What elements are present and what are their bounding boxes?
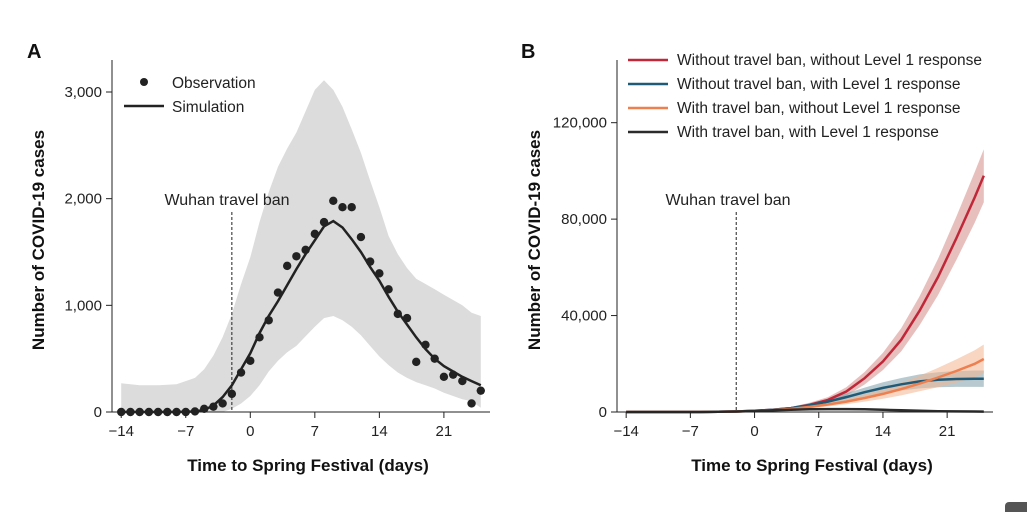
panel-a-uncertainty-band [121,80,481,413]
observation-point [199,404,209,413]
panel-b-y-tick-label: 80,000 [561,211,607,228]
panel-b-y-tick-label: 120,000 [553,115,607,132]
panel-a-y-tick-label: 0 [94,404,102,421]
legend-observation-marker [140,78,148,86]
observation-point [439,372,449,381]
panel-b-y-axis-label: Number of COVID-19 cases [525,130,544,350]
observation-point [329,196,338,205]
panel-a-y-axis-label: Number of COVID-19 cases [29,130,48,350]
observation-point [393,309,403,319]
observation-point [218,399,227,408]
observation-point [310,229,320,239]
observation-point [384,285,393,294]
panel-a-x-tick-label: −14 [108,423,133,440]
observation-point [338,203,347,212]
panel-a-x-tick-label: 0 [246,423,254,440]
observation-point [209,402,218,411]
panel-a-x-axis-label: Time to Spring Festival (days) [187,456,429,475]
observation-point [282,261,292,271]
panel-b-x-tick-label: 7 [815,423,823,440]
simulation-range-band [121,80,481,413]
observation-point [356,232,366,242]
observation-point [458,376,467,386]
legend-observation-label: Observation [172,75,256,92]
observation-point [264,316,273,325]
legend-series-4-label: With travel ban, with Level 1 response [677,124,939,141]
observation-point [236,368,246,377]
corner-tab[interactable] [1005,502,1027,512]
panel-b-travel-ban-label: Wuhan travel ban [665,192,790,209]
observation-point [255,333,264,342]
observation-point [365,257,375,266]
legend-simulation-label: Simulation [172,99,244,116]
panel-a: A −14 −7 0 7 14 21 0 1,000 2,000 3,000 Time to Sp… [27,41,490,475]
panel-a-y-tick-label: 2,000 [64,191,102,208]
observation-point [301,245,310,255]
panel-b-x-tick-label: 0 [750,423,758,440]
observation-point [476,386,485,395]
panel-b-x-tick-label: 21 [939,423,956,440]
observation-point [273,288,283,297]
observation-point [246,356,255,365]
observation-point [319,217,329,227]
panel-a-travel-ban-label: Wuhan travel ban [164,192,289,209]
panel-b-x-tick-label: 14 [875,423,892,440]
panel-a-x-tick-label: −7 [177,423,194,440]
observation-point [375,269,384,278]
panel-b-letter: B [521,41,535,63]
panel-b-axes: −14 −7 0 7 14 21 0 40,000 80,000 120,000 [553,60,993,440]
observation-point [347,203,356,212]
panel-b-x-tick-label: −7 [682,423,699,440]
panel-b-y-tick-label: 0 [599,404,607,421]
legend-series-1-label: Without travel ban, without Level 1 resp… [677,52,982,69]
panel-a-x-tick-label: 14 [371,423,388,440]
observation-point [402,313,412,323]
observation-point [190,407,200,416]
panel-b-x-axis-label: Time to Spring Festival (days) [691,456,933,475]
panel-a-legend: Observation Simulation [124,75,256,116]
panel-a-x-tick-label: 7 [311,423,319,440]
legend-series-3-label: With travel ban, without Level 1 respons… [677,100,960,117]
panel-a-y-tick-label: 1,000 [64,297,102,314]
panel-a-y-tick-label: 3,000 [64,84,102,101]
panel-b-uncertainty-bands [626,149,984,412]
panel-b-y-tick-label: 40,000 [561,308,607,325]
observation-point [412,357,421,367]
observation-point [292,252,301,261]
observation-point [227,389,237,399]
panel-a-x-tick-label: 21 [436,423,453,440]
series-2-band [626,370,984,412]
panel-b-legend: Without travel ban, without Level 1 resp… [628,52,982,141]
panel-b-x-tick-label: −14 [613,423,638,440]
panel-b: B −14 −7 0 7 14 21 0 40,000 80,000 120,000 Time t… [521,41,993,475]
series-3-band [626,344,984,412]
observation-point [421,340,430,349]
panel-a-letter: A [27,41,41,63]
panel-a-axes: −14 −7 0 7 14 21 0 1,000 2,000 3,000 [64,60,490,440]
observation-point [448,370,458,379]
observation-point [430,354,439,363]
legend-series-2-label: Without travel ban, with Level 1 respons… [677,76,960,93]
observation-point [467,399,476,408]
